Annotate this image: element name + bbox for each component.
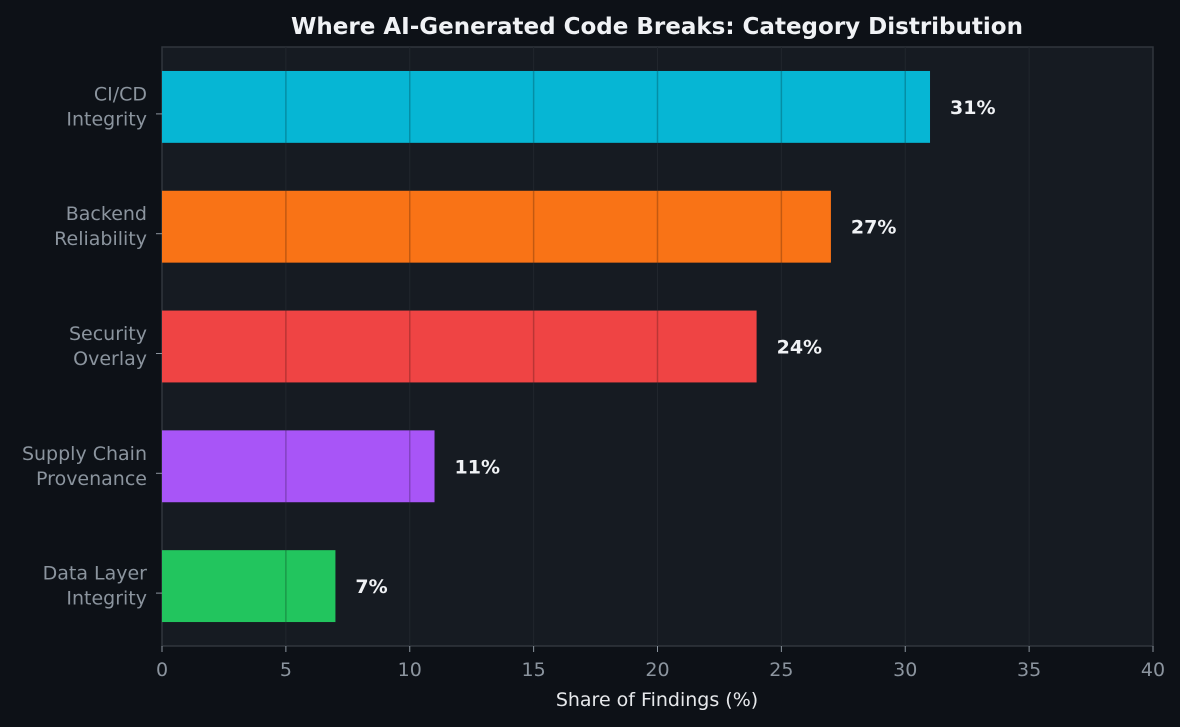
y-axis: CI/CD Integrity Backend Reliability Security… bbox=[22, 83, 162, 610]
bars bbox=[162, 70, 931, 623]
x-tick-label: 0 bbox=[156, 659, 168, 681]
y-tick-label: CI/CD bbox=[94, 83, 147, 105]
y-tick-label: Integrity bbox=[66, 108, 147, 130]
y-tick-label: Supply Chain bbox=[22, 443, 147, 465]
value-labels: 31% 27% 24% 11% 7% bbox=[355, 97, 995, 598]
x-axis: 0 5 10 15 20 25 30 35 40 bbox=[156, 646, 1165, 681]
y-tick-label: Data Layer bbox=[43, 563, 148, 585]
value-label: 24% bbox=[777, 337, 822, 359]
y-tick-label: Integrity bbox=[66, 588, 147, 610]
y-tick-label: Backend bbox=[66, 203, 147, 225]
x-axis-label: Share of Findings (%) bbox=[556, 689, 758, 711]
y-tick-label: Overlay bbox=[73, 348, 147, 370]
y-tick-label: Provenance bbox=[36, 468, 147, 490]
x-tick-label: 20 bbox=[645, 659, 669, 681]
y-tick-label: Security bbox=[69, 323, 147, 345]
x-tick-label: 35 bbox=[1017, 659, 1041, 681]
bar bbox=[162, 190, 831, 263]
bar bbox=[162, 310, 757, 383]
x-tick-label: 40 bbox=[1141, 659, 1165, 681]
x-tick-label: 30 bbox=[893, 659, 917, 681]
value-label: 11% bbox=[455, 456, 500, 478]
value-label: 31% bbox=[950, 97, 995, 119]
x-tick-label: 5 bbox=[280, 659, 292, 681]
chart-title: Where AI-Generated Code Breaks: Category… bbox=[291, 14, 1023, 40]
x-tick-label: 15 bbox=[522, 659, 546, 681]
y-tick-label: Reliability bbox=[54, 228, 147, 250]
x-tick-label: 10 bbox=[398, 659, 422, 681]
x-tick-label: 25 bbox=[769, 659, 793, 681]
bar bbox=[162, 70, 931, 143]
bar bbox=[162, 430, 435, 503]
bar bbox=[162, 550, 336, 623]
grid bbox=[285, 47, 1030, 646]
value-label: 27% bbox=[851, 217, 896, 239]
value-label: 7% bbox=[355, 576, 387, 598]
